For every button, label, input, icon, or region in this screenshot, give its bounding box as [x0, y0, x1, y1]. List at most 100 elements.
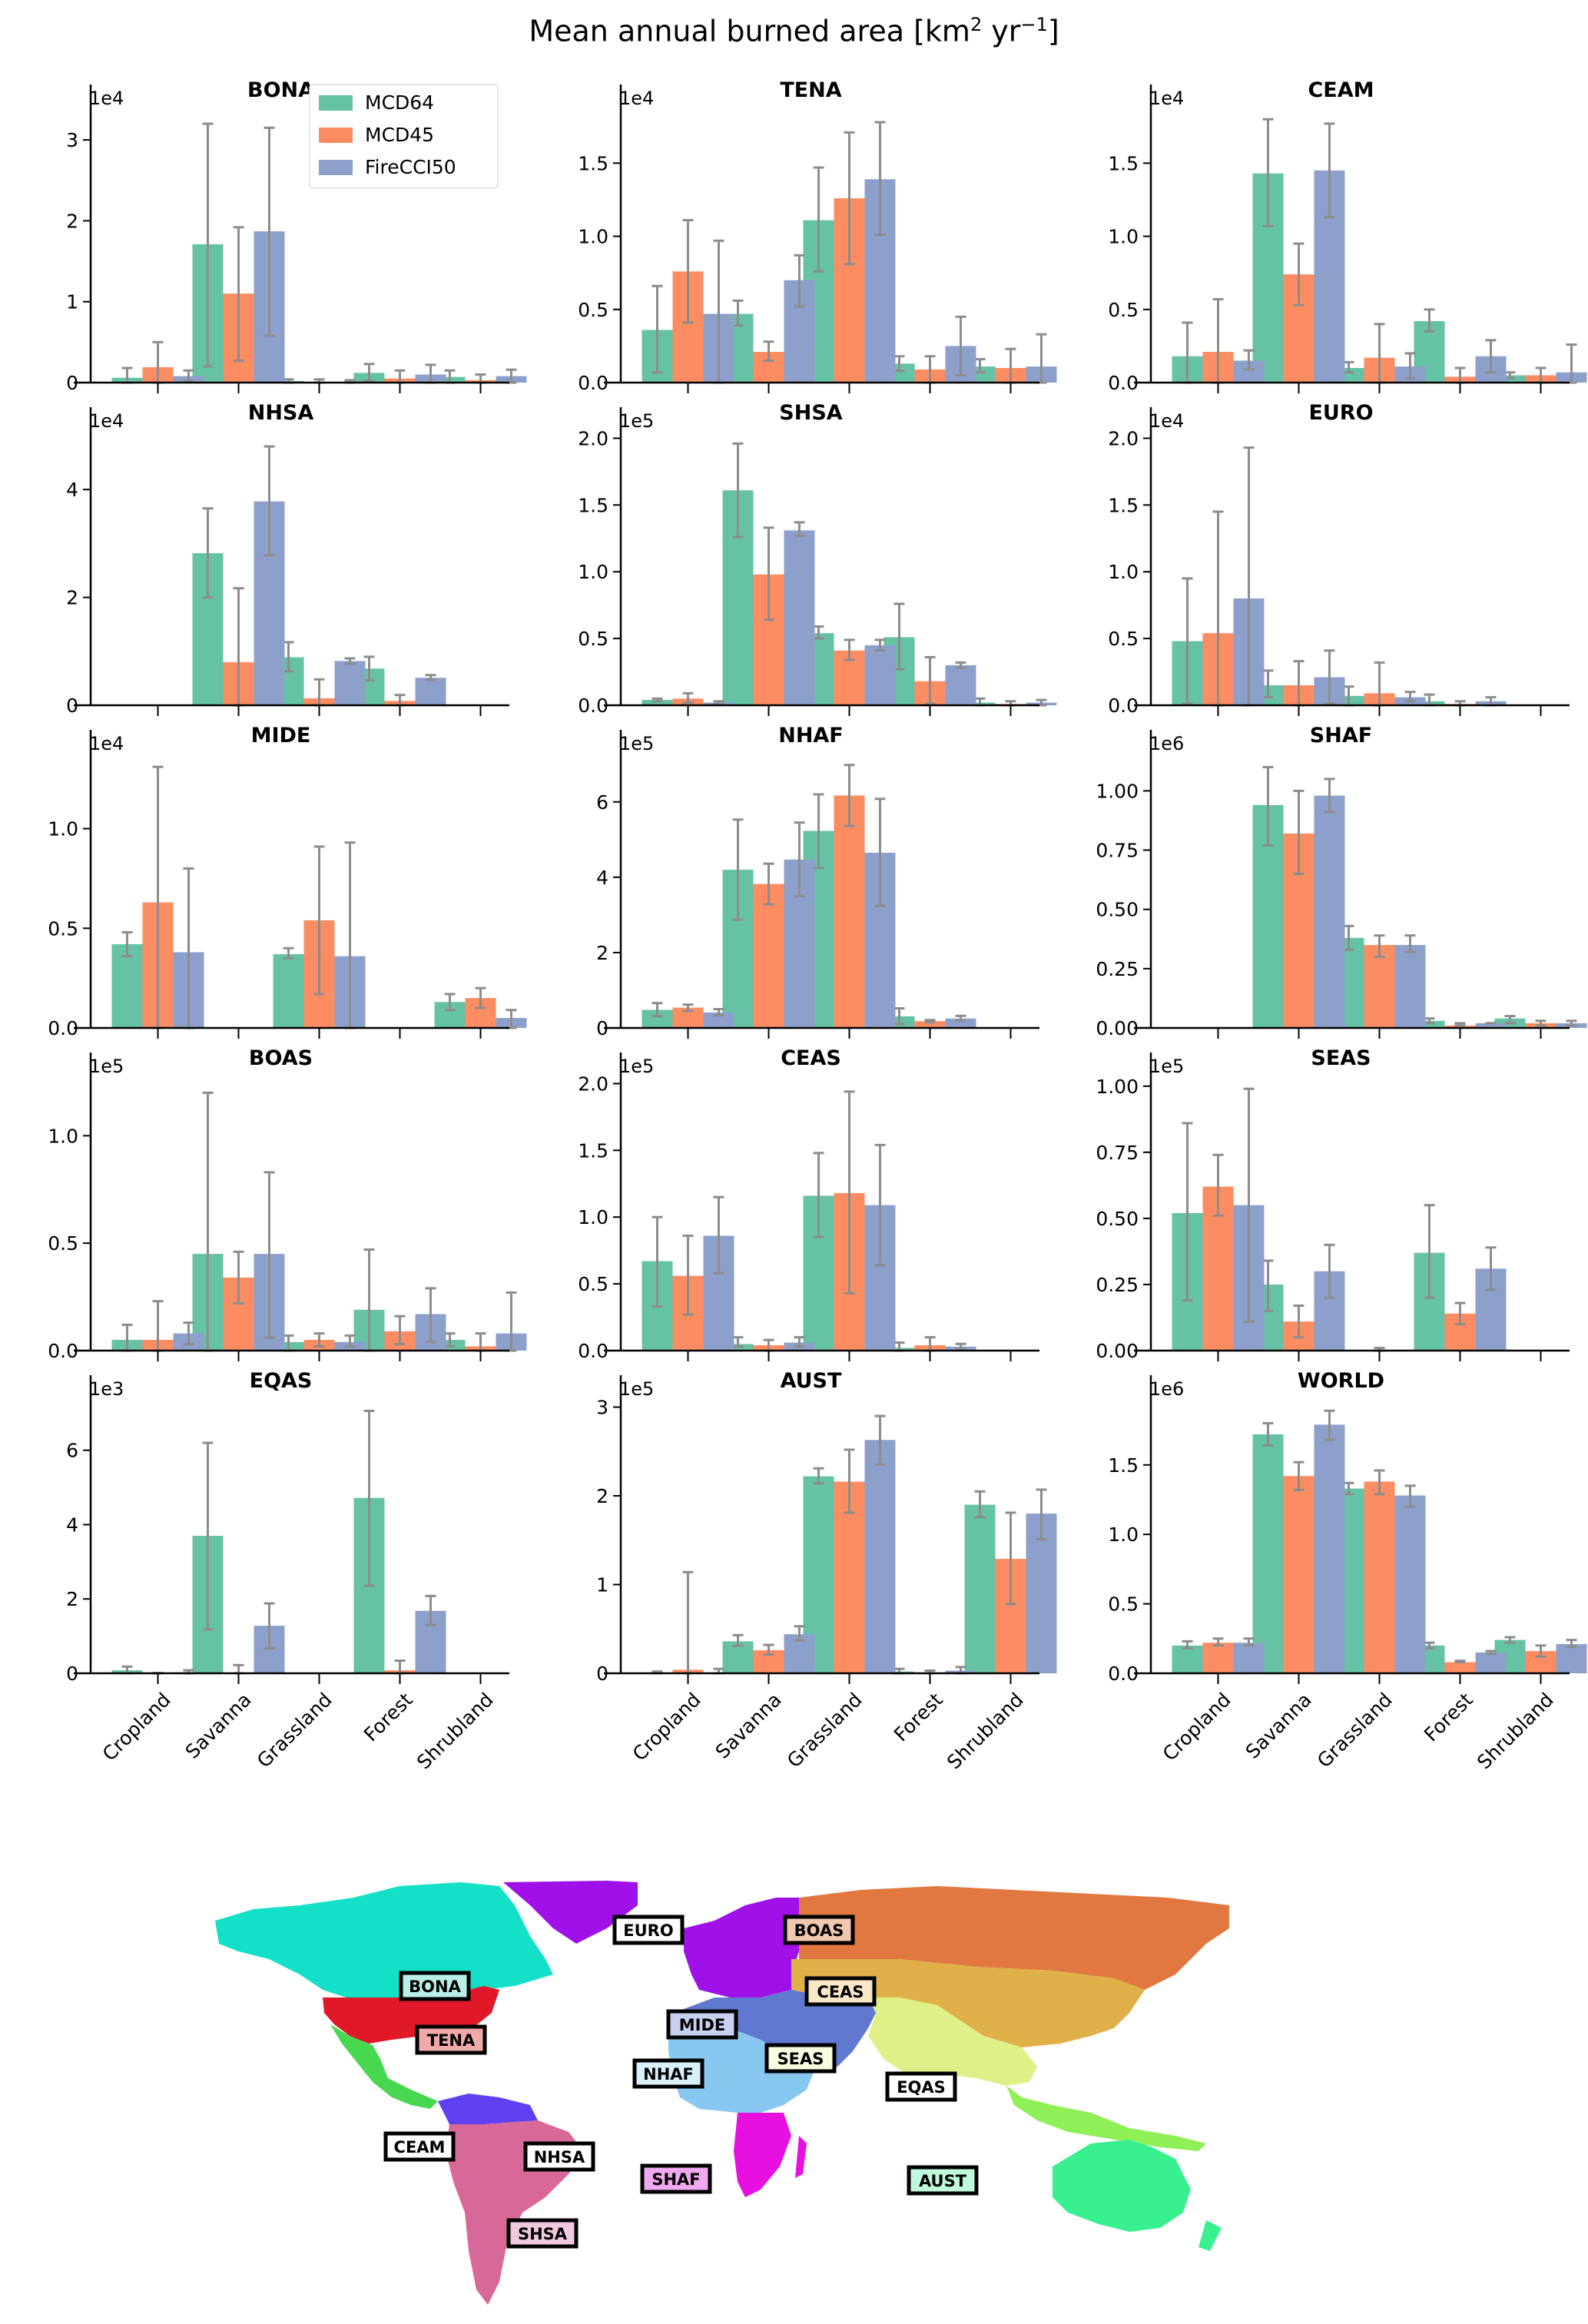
map-label-box — [632, 2058, 704, 2089]
bar-mcd45-savanna — [1283, 1476, 1314, 1673]
bar-mcd64-forest — [1414, 1020, 1445, 1028]
bar-mcd45-grassland — [1364, 944, 1395, 1028]
y-tick-label: 1.5 — [1108, 152, 1139, 174]
x-tick-label: Grassland — [1313, 1689, 1397, 1772]
map-label-eqas: EQAS — [885, 2071, 957, 2102]
map-labels: BONA TENA CEAM NHSA SHSA EURO MIDE NHAF SHAF BOAS… — [383, 1915, 979, 2249]
y-tick-label: 0.5 — [578, 299, 608, 321]
map-label-box — [383, 2131, 456, 2162]
bar-firecci50-grassland — [334, 661, 366, 705]
bar-firecci50-grassland — [864, 1440, 896, 1673]
legend-label-mcd64: MCD64 — [365, 91, 434, 114]
map-label-text: MIDE — [679, 2016, 726, 2034]
bar-mcd64-cropland — [1172, 1645, 1203, 1673]
y-offset-label: 1e4 — [89, 88, 124, 109]
bar-firecci50-forest — [415, 678, 446, 705]
y-tick-label: 0.25 — [1096, 1274, 1139, 1296]
subplot-title: SHSA — [779, 401, 842, 425]
map-region-seas — [868, 1997, 1037, 2090]
x-tick-label: Savanna — [711, 1689, 786, 1763]
x-tick-label: Forest — [890, 1689, 947, 1746]
map-label-box — [666, 2009, 738, 2040]
y-tick-label: 0.0 — [578, 1340, 608, 1362]
subplot-title: AUST — [781, 1369, 842, 1393]
subplot-title: SHAF — [1310, 724, 1372, 748]
bar-mcd45-forest — [1444, 1025, 1476, 1028]
y-tick-label: 0.50 — [1096, 1208, 1139, 1230]
x-tick-label: Savanna — [1242, 1689, 1316, 1763]
bar-mcd64-grassland — [273, 954, 304, 1028]
map-region-shaf — [734, 2113, 807, 2197]
map-label-text: SEAS — [777, 2050, 824, 2068]
subplot-title: BONA — [247, 78, 314, 102]
y-offset-label: 1e5 — [619, 733, 654, 754]
legend-label-mcd45: MCD45 — [365, 124, 434, 146]
y-tick-label: 2 — [66, 587, 78, 609]
map-label-box — [640, 2163, 712, 2194]
y-tick-label: 0.5 — [1108, 299, 1139, 321]
map-label-text: SHSA — [518, 2225, 568, 2243]
map-label-ceam: CEAM — [383, 2131, 456, 2162]
map-region-aust — [1053, 2140, 1222, 2251]
y-tick-label: 0.0 — [1108, 695, 1139, 717]
map-label-shaf: SHAF — [640, 2163, 712, 2194]
y-tick-label: 1.5 — [578, 494, 608, 516]
bar-chart-grid: BONA 1e4 0 1 2 3 MCD64 MCD45 FireCCI50 TENA 1e4 0.0… — [48, 78, 1587, 1774]
subplot-shsa: SHSA 1e5 0.0 0.5 1.0 1.5 2.0 — [578, 401, 1057, 717]
y-tick-label: 0.0 — [1108, 1663, 1139, 1685]
x-tick-label: Shrubland — [1473, 1689, 1558, 1774]
x-tick-label: Grassland — [253, 1689, 336, 1772]
x-tick-label: Shrubland — [413, 1689, 498, 1774]
y-tick-label: 0.75 — [1096, 840, 1139, 862]
map-region-nhsa — [438, 2094, 538, 2124]
y-tick-label: 0.75 — [1096, 1142, 1139, 1164]
y-tick-label: 2 — [596, 1485, 608, 1507]
map-region-ceam — [330, 2024, 438, 2109]
map-label-nhsa: NHSA — [523, 2141, 595, 2172]
map-label-text: EURO — [623, 1921, 673, 1940]
y-tick-label: 1.0 — [1108, 561, 1139, 583]
y-offset-label: 1e4 — [1149, 88, 1184, 109]
map-label-shsa: SHSA — [506, 2218, 579, 2249]
bar-mcd45-cropland — [1202, 1643, 1234, 1673]
y-tick-label: 6 — [596, 791, 608, 814]
subplot-title: NHSA — [248, 401, 314, 425]
legend-swatch-firecci50 — [319, 160, 353, 175]
y-tick-label: 4 — [596, 867, 608, 889]
y-offset-label: 1e3 — [89, 1378, 124, 1400]
y-tick-label: 1.0 — [48, 818, 78, 840]
y-offset-label: 1e5 — [89, 1056, 124, 1077]
map-label-box — [764, 2043, 837, 2074]
y-tick-label: 4 — [66, 479, 78, 501]
subplot-title: NHAF — [778, 724, 844, 748]
y-tick-label: 1 — [596, 1574, 608, 1596]
map-label-box — [783, 1915, 855, 1945]
map-label-box — [506, 2218, 579, 2249]
map-label-text: NHAF — [643, 2065, 694, 2084]
bar-mcd64-shrubland — [964, 1504, 996, 1673]
subplot-shaf: SHAF 1e6 0.00 0.25 0.50 0.75 1.00 — [1096, 724, 1587, 1039]
y-tick-label: 0.25 — [1096, 958, 1139, 980]
y-tick-label: 2.0 — [1108, 427, 1139, 449]
y-tick-label: 6 — [66, 1440, 78, 1462]
y-tick-label: 0 — [66, 372, 78, 394]
title-text: Mean annual burned area [km — [529, 14, 970, 48]
map-label-bona: BONA — [399, 1971, 471, 2001]
x-tick-label: Grassland — [783, 1689, 867, 1772]
y-tick-label: 0.5 — [1108, 1593, 1139, 1616]
map-label-boas: BOAS — [783, 1915, 855, 1945]
map-label-box — [523, 2141, 595, 2172]
y-offset-label: 1e5 — [619, 1056, 654, 1077]
x-tick-label: Savanna — [181, 1689, 256, 1763]
subplot-euro: EURO 1e4 0.0 0.5 1.0 1.5 2.0 — [1108, 401, 1570, 717]
map-label-box — [907, 2165, 979, 2196]
y-tick-label: 2.0 — [578, 1072, 608, 1095]
y-tick-label: 3 — [66, 129, 78, 151]
y-tick-label: 0.50 — [1096, 899, 1139, 921]
y-tick-label: 1.5 — [1108, 494, 1139, 516]
legend-label-firecci50: FireCCI50 — [365, 156, 456, 178]
title-superscript-exponent: −1 — [1020, 14, 1048, 35]
map-label-text: TENA — [427, 2031, 476, 2050]
y-offset-label: 1e4 — [619, 88, 654, 109]
